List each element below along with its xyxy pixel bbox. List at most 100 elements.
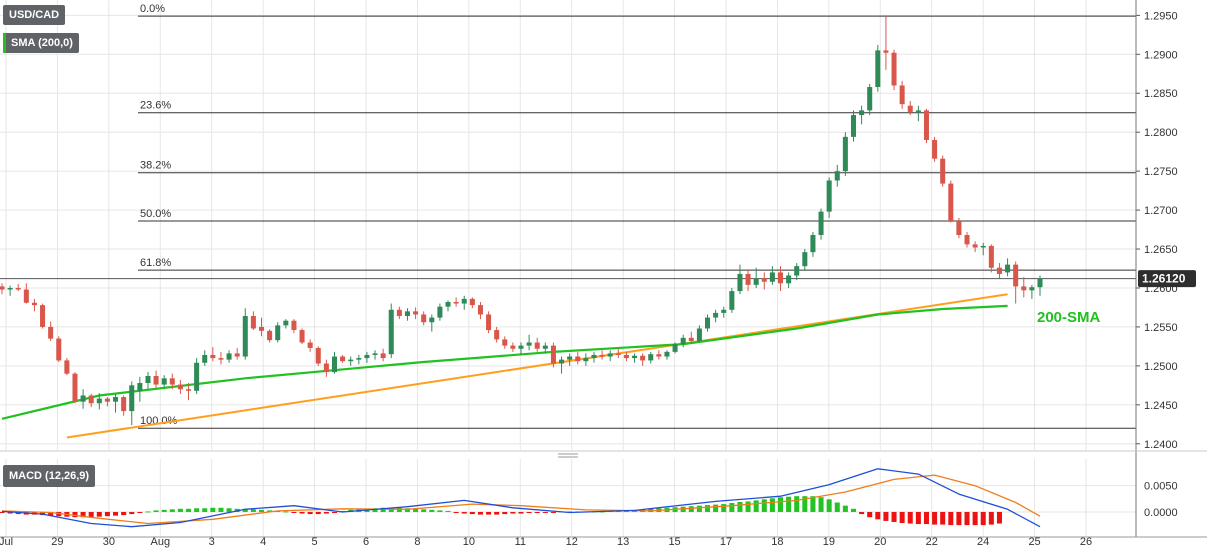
macd-line xyxy=(1,468,1041,528)
macd-histogram-bar xyxy=(850,508,856,512)
y-tick-label: 1.2800 xyxy=(1144,127,1178,139)
candle-up xyxy=(648,354,654,361)
candle-up xyxy=(275,325,281,341)
x-tick-label: 26 xyxy=(1080,536,1092,548)
macd-legend-tag[interactable]: MACD (12,26,9) xyxy=(3,465,96,487)
macd-histogram-bar xyxy=(510,511,516,514)
candle-up xyxy=(867,87,873,111)
macd-histogram-bar xyxy=(940,511,946,525)
macd-histogram-bar xyxy=(794,496,800,512)
macd-histogram-bar xyxy=(445,510,451,512)
macd-y-tick-label: 0.0000 xyxy=(1144,507,1178,519)
candle-up xyxy=(356,358,362,360)
macd-histogram-bar xyxy=(202,508,208,512)
candle-up xyxy=(129,385,135,412)
macd-histogram-bar xyxy=(996,511,1002,524)
candle-up xyxy=(1029,287,1035,291)
sma-legend-tag[interactable]: SMA (200,0) xyxy=(3,33,79,53)
x-tick-label: 6 xyxy=(363,536,369,548)
candle-down xyxy=(469,298,475,306)
x-tick-label: 8 xyxy=(414,536,420,548)
macd-histogram-bar xyxy=(323,511,329,514)
candle-up xyxy=(859,110,865,116)
macd-histogram-bar xyxy=(550,511,556,513)
macd-pane-bg xyxy=(0,459,1136,537)
candle-down xyxy=(153,376,159,385)
candle-up xyxy=(672,344,678,352)
candle-up xyxy=(161,378,167,385)
macd-panel xyxy=(0,468,1041,528)
x-tick-label: 4 xyxy=(260,536,266,548)
symbol-tag[interactable]: USD/CAD xyxy=(3,5,66,25)
macd-histogram-bar xyxy=(258,509,265,512)
candle-down xyxy=(923,110,929,140)
macd-histogram-bar xyxy=(932,511,938,525)
macd-histogram-bar xyxy=(145,511,151,513)
candle-down xyxy=(891,52,897,86)
macd-histogram-bar xyxy=(80,511,86,518)
x-tick-label: 10 xyxy=(463,536,475,548)
candle-up xyxy=(518,345,524,349)
macd-histogram-bar xyxy=(948,511,954,526)
macd-histogram-bar xyxy=(907,511,913,524)
candle-down xyxy=(380,353,386,359)
macd-histogram-bar xyxy=(88,511,94,518)
y-tick-label: 1.2450 xyxy=(1144,400,1178,412)
fib-level-label: 61.8% xyxy=(140,257,171,269)
macd-histogram-bar xyxy=(48,511,54,516)
y-tick-label: 1.2700 xyxy=(1144,205,1178,217)
candle-down xyxy=(169,378,175,385)
candle-down xyxy=(899,85,905,105)
macd-histogram-bar xyxy=(786,496,792,512)
candle-down xyxy=(340,356,346,362)
macd-histogram-bar xyxy=(899,511,905,524)
macd-histogram-bar xyxy=(453,511,459,514)
macd-histogram-bar xyxy=(486,511,492,515)
sma-legend-label: SMA (200,0) xyxy=(11,37,73,49)
macd-histogram-bar xyxy=(113,511,119,516)
x-tick-label: 18 xyxy=(771,536,783,548)
candle-down xyxy=(948,183,954,221)
candle-down xyxy=(267,330,273,341)
candle-down xyxy=(745,273,751,285)
macd-histogram-bar xyxy=(502,511,508,515)
candle-down xyxy=(291,320,297,331)
candle-down xyxy=(988,245,994,268)
macd-histogram-bar xyxy=(818,497,824,512)
candle-down xyxy=(599,354,605,357)
candle-up xyxy=(542,345,548,349)
candle-up xyxy=(526,342,532,346)
macd-histogram-bar xyxy=(267,510,273,512)
candle-up xyxy=(802,252,808,267)
x-tick-label: 17 xyxy=(720,536,732,548)
x-tick-label: 30 xyxy=(103,536,115,548)
candle-down xyxy=(656,354,662,357)
macd-histogram-bar xyxy=(0,511,5,514)
macd-histogram-bar xyxy=(777,497,784,512)
macd-histogram-bar xyxy=(891,511,897,522)
candle-down xyxy=(15,287,21,290)
macd-histogram-bar xyxy=(696,505,702,512)
x-tick-label: 19 xyxy=(823,536,835,548)
macd-histogram-bar xyxy=(137,511,143,514)
x-tick-label: 22 xyxy=(926,536,938,548)
pane-splitter[interactable] xyxy=(558,453,578,458)
candlesticks xyxy=(0,16,1043,426)
macd-histogram-bar xyxy=(121,511,127,516)
y-tick-label: 1.2650 xyxy=(1144,244,1178,256)
candle-down xyxy=(315,347,321,364)
candle-down xyxy=(421,314,427,323)
candle-down xyxy=(396,309,402,317)
macd-histogram-bar xyxy=(834,502,840,512)
macd-histogram-bar xyxy=(883,511,889,521)
candle-down xyxy=(486,314,492,331)
candle-down xyxy=(121,397,127,412)
macd-histogram-bar xyxy=(307,511,313,515)
y-tick-label: 1.2950 xyxy=(1144,10,1178,22)
candle-up xyxy=(591,354,597,359)
macd-histogram-bar xyxy=(980,511,986,526)
candle-up xyxy=(80,395,86,402)
macd-histogram-bar xyxy=(388,507,394,512)
y-tick-label: 1.2400 xyxy=(1144,439,1178,451)
